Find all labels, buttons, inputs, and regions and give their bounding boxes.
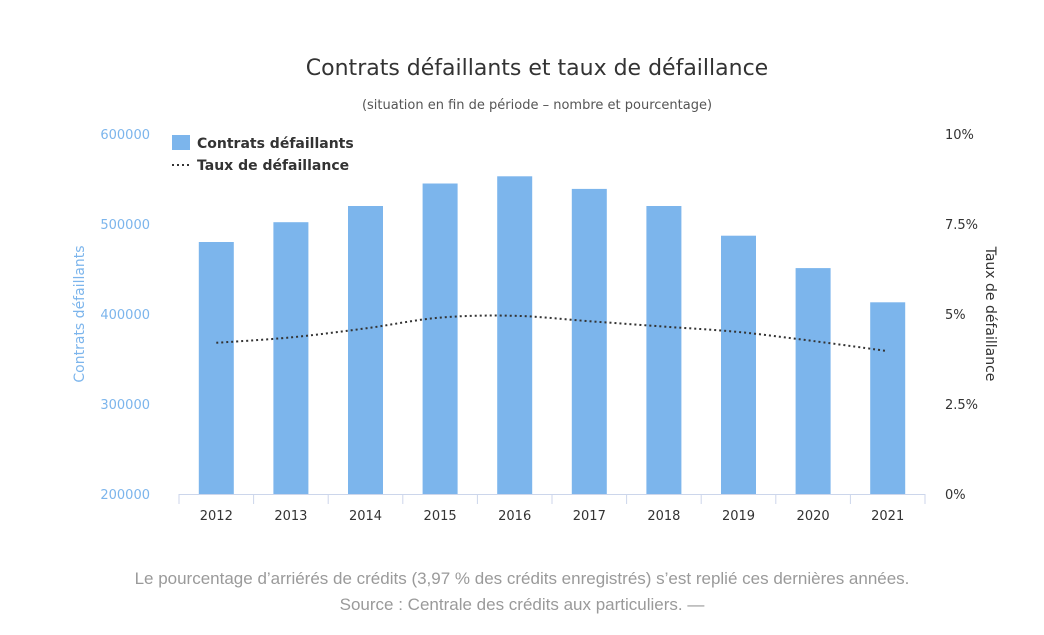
y-right-tick-label: 7.5% bbox=[945, 218, 978, 233]
y-axis-right: 0% 2.5% 5% 7.5% 10% bbox=[945, 128, 978, 503]
bars-group bbox=[198, 176, 906, 495]
rate-line[interactable] bbox=[216, 314, 888, 353]
x-tick-label-2015: 2015 bbox=[424, 509, 457, 524]
x-tick-label-2014: 2014 bbox=[349, 509, 382, 524]
legend-swatch-bars bbox=[172, 135, 190, 150]
legend-label-line: Taux de défaillance bbox=[197, 158, 349, 174]
bar-2016[interactable] bbox=[497, 176, 533, 495]
chart-subtitle: (situation en fin de période – nombre et… bbox=[362, 98, 712, 113]
legend-item-bars[interactable]: Contrats défaillants bbox=[172, 135, 354, 152]
bar-2021[interactable] bbox=[870, 302, 906, 494]
x-tick-label-2013: 2013 bbox=[274, 509, 307, 524]
x-tick-label-2018: 2018 bbox=[647, 509, 680, 524]
bar-2013[interactable] bbox=[273, 222, 309, 494]
x-tick-label-2012: 2012 bbox=[200, 509, 233, 524]
bar-2020[interactable] bbox=[795, 268, 831, 494]
y-left-tick-label: 200000 bbox=[100, 488, 150, 503]
x-tick-label-2020: 2020 bbox=[797, 509, 830, 524]
bar-2017[interactable] bbox=[571, 188, 607, 494]
y-left-tick-label: 400000 bbox=[100, 308, 150, 323]
caption-source: Source : Centrale des crédits aux partic… bbox=[339, 595, 705, 614]
bar-2015[interactable] bbox=[422, 183, 458, 495]
y-right-tick-label: 0% bbox=[945, 488, 966, 503]
caption-text: Le pourcentage d’arriérés de crédits (3,… bbox=[134, 569, 910, 588]
bar-2019[interactable] bbox=[721, 235, 756, 494]
legend-label-bars: Contrats défaillants bbox=[197, 136, 354, 152]
x-tick-label-2019: 2019 bbox=[722, 509, 755, 524]
x-axis: 2012 2013 2014 2015 2016 2017 2018 2019 2020 2021 bbox=[178, 494, 926, 524]
y-left-tick-label: 600000 bbox=[100, 128, 150, 143]
chart: Contrats défaillants et taux de défailla… bbox=[72, 56, 998, 524]
y-right-tick-label: 2.5% bbox=[945, 398, 978, 413]
bar-2014[interactable] bbox=[348, 206, 383, 494]
y-left-tick-label: 500000 bbox=[100, 218, 150, 233]
y-right-tick-label: 5% bbox=[945, 308, 966, 323]
y-right-tick-label: 10% bbox=[945, 128, 974, 143]
x-tick-label-2021: 2021 bbox=[871, 509, 904, 524]
y-axis-left: 200000 300000 400000 500000 600000 bbox=[100, 128, 150, 503]
x-tick-label-2017: 2017 bbox=[573, 509, 606, 524]
y-axis-right-label: Taux de défaillance bbox=[982, 246, 998, 382]
chart-title: Contrats défaillants et taux de défailla… bbox=[306, 56, 768, 81]
legend-item-line[interactable]: Taux de défaillance bbox=[172, 158, 349, 174]
bar-2012[interactable] bbox=[198, 242, 234, 494]
y-axis-left-label: Contrats défaillants bbox=[72, 245, 88, 382]
x-tick-label-2016: 2016 bbox=[498, 509, 531, 524]
legend: Contrats défaillants Taux de défaillance bbox=[172, 135, 354, 174]
bar-2018[interactable] bbox=[646, 206, 682, 494]
rate-line-group bbox=[216, 314, 888, 353]
y-left-tick-label: 300000 bbox=[100, 398, 150, 413]
